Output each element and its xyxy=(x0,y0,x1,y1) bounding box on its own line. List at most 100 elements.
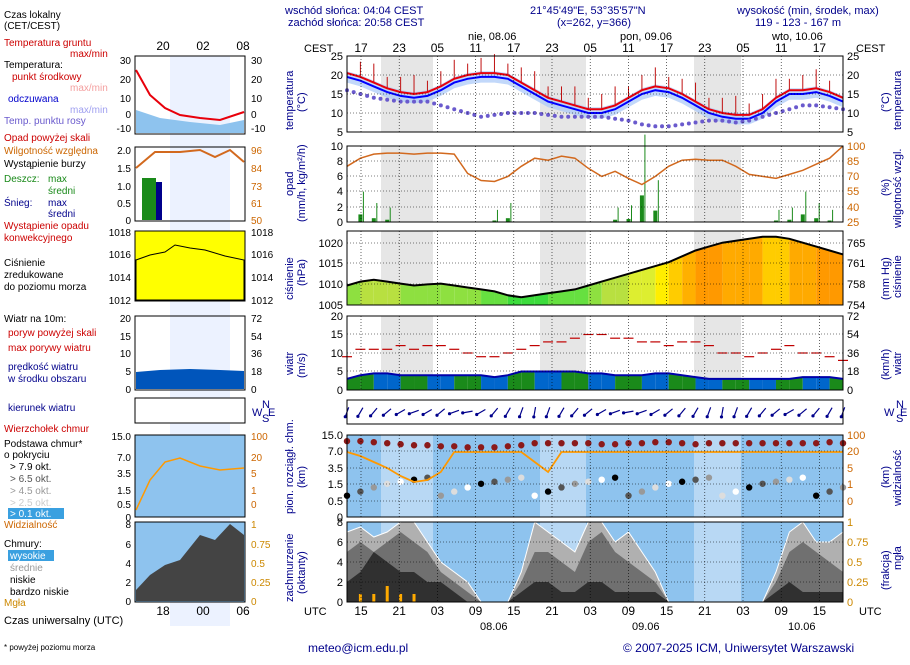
wind-arrow-head xyxy=(503,414,507,418)
left-precip-tick-r: 61 xyxy=(251,199,263,210)
dew-point xyxy=(794,105,799,110)
dew-point xyxy=(546,112,551,117)
left-cloud-panel xyxy=(134,434,246,518)
legend-precip-occ-1: Wystąpienie opadu xyxy=(4,221,89,232)
precip-unit-l: (mm/h, kg/m²/h) xyxy=(296,144,308,222)
dew-point xyxy=(727,119,732,124)
hour-bottom: 09 xyxy=(775,604,789,618)
elevation-values: 119 - 123 - 167 m xyxy=(755,17,841,29)
wind-arrow xyxy=(771,408,781,416)
left-hour-top: 08 xyxy=(236,39,250,53)
left-cloud-tick-l: 0 xyxy=(125,513,131,524)
wind-arrow xyxy=(571,407,579,417)
sunrise-text: wschód słońca: 04:04 CEST xyxy=(284,5,423,17)
wind-arrow xyxy=(720,406,724,418)
left-temp-tick-l: 20 xyxy=(120,75,132,86)
wind-arrow xyxy=(370,407,378,417)
dew-point xyxy=(412,99,417,104)
wind-speed-fill xyxy=(414,375,428,390)
pressure-fill xyxy=(655,262,669,305)
left-cover-tick-l: 0 xyxy=(125,597,131,608)
left-wind-tick-r: 72 xyxy=(251,314,263,325)
wind-speed-fill xyxy=(440,375,455,390)
left-precip-tick-l: 0.5 xyxy=(117,199,131,210)
dew-point xyxy=(445,105,450,110)
cover-tick-l: 6 xyxy=(337,537,343,549)
wind-arrow xyxy=(692,407,699,417)
wind-speed-fill xyxy=(574,371,589,390)
legend-rain-avg: średni xyxy=(48,186,75,197)
footer-email[interactable]: meteo@icm.edu.pl xyxy=(308,641,408,655)
left-cover-tick-l: 8 xyxy=(125,520,131,531)
pressure-fill xyxy=(829,250,843,305)
wind-speed-fill xyxy=(762,378,776,390)
cloud-tick-r: 20 xyxy=(847,446,859,458)
cloud-base-dot xyxy=(598,476,605,483)
rain-bar xyxy=(773,220,778,222)
wind-arrow xyxy=(610,409,621,415)
legend-temperature: Temperatura: xyxy=(4,60,63,71)
fog-bar xyxy=(412,594,416,602)
pressure-fill xyxy=(427,283,441,305)
pressure-fill xyxy=(628,269,642,305)
date-bottom-2: 09.06 xyxy=(632,621,660,633)
wind-tick-l: 0 xyxy=(337,385,343,397)
rain-bar xyxy=(371,218,376,222)
left-temp-tick-l: -10 xyxy=(117,124,132,135)
wind-speed-fill xyxy=(789,377,803,390)
temp-tick-r: 5 xyxy=(847,127,853,139)
dew-point xyxy=(773,111,778,115)
wind-arrow xyxy=(409,409,419,415)
rain-bar xyxy=(385,219,390,222)
wind-arrow xyxy=(758,407,767,417)
rain-bar xyxy=(639,195,644,222)
dew-point xyxy=(613,116,618,121)
precip-tick-l: 4 xyxy=(337,186,343,198)
left-hour-top: 20 xyxy=(156,39,170,53)
dew-point xyxy=(405,99,410,104)
vis-title-r: widzialność xyxy=(892,449,904,507)
dew-point xyxy=(438,103,443,108)
cover-frame xyxy=(346,521,844,603)
left-temp-curve xyxy=(135,69,245,122)
wind-speed-fill xyxy=(682,375,696,390)
temp-tick-l: 20 xyxy=(331,70,343,82)
cloud-top-dot xyxy=(357,437,364,445)
legend-visibility: Widzialność xyxy=(4,520,57,531)
cloud-base-dot xyxy=(544,488,552,495)
legend-cloud-base-1: Podstawa chmur* xyxy=(4,439,82,450)
press-title-l: ciśnienie xyxy=(284,257,296,300)
grid-text: (x=262, y=366) xyxy=(557,17,631,29)
left-cover-tick-l: 6 xyxy=(125,540,131,551)
vis-unit-r: (km) xyxy=(880,466,892,488)
left-press-tick-l: 1018 xyxy=(109,228,132,239)
legend-clouds: Chmury: xyxy=(4,539,42,550)
wind-speed-fill xyxy=(628,375,642,390)
precip-tick-l: 2 xyxy=(337,202,343,214)
wind-speed-fill xyxy=(373,373,388,390)
legend-dew-point: Temp. punktu rosy xyxy=(4,116,86,127)
dew-point xyxy=(505,111,510,115)
precip-tick-r: 70 xyxy=(847,171,859,183)
cloud-base-dot xyxy=(571,480,579,487)
press-title-r: ciśnienie xyxy=(892,255,904,298)
visibility-line xyxy=(346,451,843,483)
rain-bar xyxy=(827,220,832,222)
left-cloud-orange xyxy=(135,457,245,511)
wind-speed-fill xyxy=(735,378,750,390)
wind-arrow-head xyxy=(532,415,536,419)
cloud-tick-l: 1.5 xyxy=(328,479,343,491)
wind-arrow xyxy=(784,408,795,416)
temp-unit-r: (°C) xyxy=(880,92,892,112)
compass-s-right: S xyxy=(896,413,903,425)
left-cloud-tick-l: 0.5 xyxy=(117,500,131,511)
dew-point xyxy=(639,122,644,127)
cloud-top-dot xyxy=(745,440,753,447)
wind-tick-l: 5 xyxy=(337,366,343,378)
hour-bottom: 03 xyxy=(584,604,598,618)
dew-point xyxy=(492,112,497,117)
cloud-top-dot xyxy=(786,440,793,447)
wind-tick-r: 18 xyxy=(847,366,859,378)
cloud-base-dot xyxy=(504,476,512,483)
rain-bar xyxy=(787,219,792,222)
